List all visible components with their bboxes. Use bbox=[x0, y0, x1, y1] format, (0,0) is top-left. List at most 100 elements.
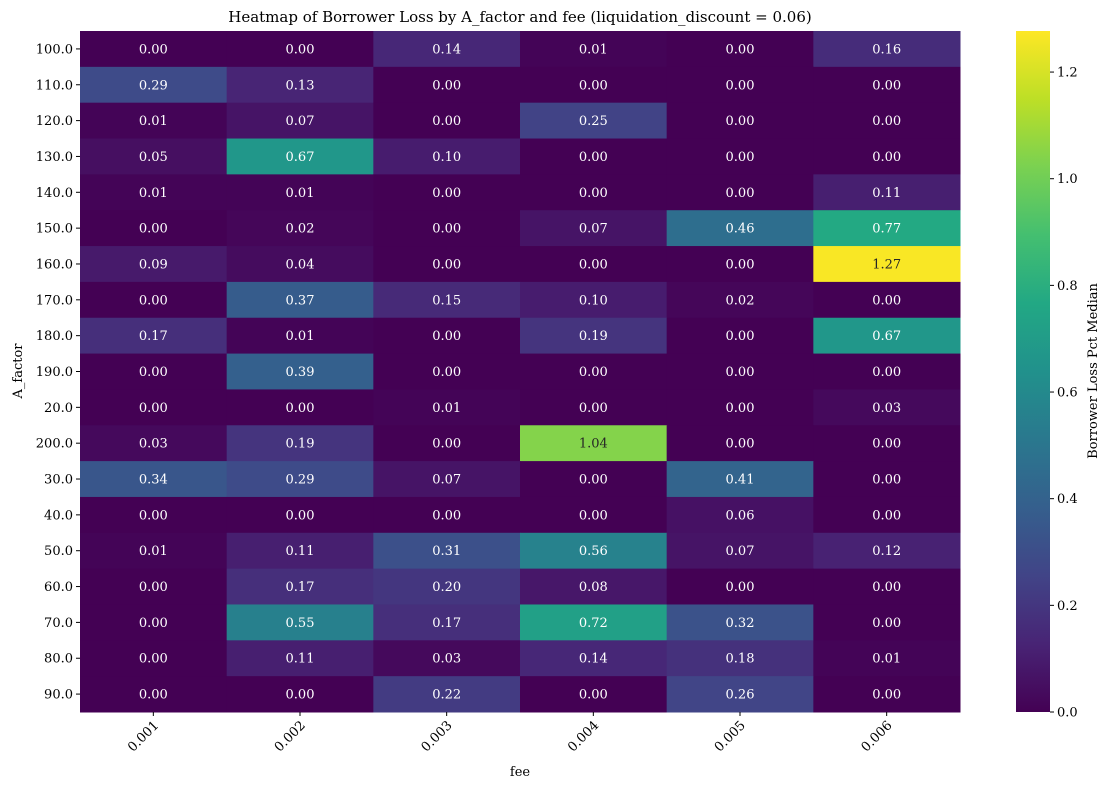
heatmap-cell bbox=[520, 138, 668, 175]
cell-value-label: 0.19 bbox=[286, 437, 315, 452]
heatmap-cell bbox=[226, 461, 374, 498]
cell-value-label: 0.05 bbox=[139, 150, 168, 165]
y-tick-label: 40.0 bbox=[44, 508, 73, 523]
cell-value-label: 0.77 bbox=[872, 222, 901, 237]
cell-value-label: 0.00 bbox=[579, 473, 608, 488]
heatmap-cell bbox=[813, 31, 961, 68]
cell-value-label: 0.00 bbox=[579, 257, 608, 272]
cell-value-label: 0.67 bbox=[286, 150, 315, 165]
heatmap-cell bbox=[226, 496, 374, 534]
cell-value-label: 0.11 bbox=[286, 652, 315, 667]
heatmap-cell bbox=[813, 102, 961, 140]
cell-value-label: 0.00 bbox=[872, 508, 901, 523]
cell-value-label: 0.14 bbox=[432, 42, 461, 57]
cell-value-label: 0.04 bbox=[286, 257, 315, 272]
cell-value-label: 1.27 bbox=[872, 257, 901, 272]
cell-value-label: 0.37 bbox=[286, 293, 315, 308]
cell-value-label: 0.00 bbox=[872, 78, 901, 93]
x-tick-label: 0.002 bbox=[272, 718, 309, 755]
heatmap-cell bbox=[226, 568, 374, 605]
heatmap-cell bbox=[813, 66, 961, 104]
cell-value-label: 0.67 bbox=[872, 329, 901, 344]
cell-value-label: 0.00 bbox=[726, 150, 755, 165]
heatmap-cell bbox=[80, 31, 228, 68]
heatmap-cell bbox=[80, 676, 228, 713]
heatmap-cell bbox=[373, 281, 521, 319]
heatmap-cell bbox=[520, 210, 668, 247]
cell-value-label: 0.00 bbox=[726, 114, 755, 129]
y-tick-label: 150.0 bbox=[36, 222, 73, 237]
heatmap-cell bbox=[813, 353, 961, 390]
y-tick-label: 120.0 bbox=[36, 114, 73, 129]
heatmap-cell bbox=[80, 425, 228, 462]
heatmap-cell bbox=[813, 604, 961, 641]
heatmap-cell bbox=[226, 66, 374, 104]
heatmap-cell bbox=[80, 604, 228, 641]
heatmap-cell bbox=[373, 246, 521, 283]
heatmap-cell bbox=[520, 496, 668, 534]
cell-value-label: 0.17 bbox=[139, 329, 168, 344]
cell-value-label: 0.00 bbox=[579, 186, 608, 201]
cell-value-label: 0.06 bbox=[726, 508, 755, 523]
cell-value-label: 0.00 bbox=[579, 401, 608, 416]
heatmap-cells: 0.00 0.00 0.14 0.01 0.00 0.16 0.29 0.13 0.00 0.00… bbox=[80, 31, 961, 713]
heatmap-cell bbox=[813, 246, 961, 283]
heatmap-cell bbox=[813, 461, 961, 498]
heatmap-cell bbox=[666, 317, 814, 355]
heatmap-cell bbox=[813, 640, 961, 677]
colorbar-tick-label: 0.6 bbox=[1057, 386, 1078, 401]
heatmap-cell bbox=[666, 496, 814, 534]
colorbar-tick-label: 0.4 bbox=[1057, 492, 1078, 507]
heatmap-cell bbox=[80, 102, 228, 140]
y-tick-label: 20.0 bbox=[44, 401, 73, 416]
cell-value-label: 0.00 bbox=[432, 78, 461, 93]
heatmap-cell bbox=[666, 532, 814, 570]
heatmap-cell bbox=[520, 461, 668, 498]
cell-value-label: 0.00 bbox=[726, 186, 755, 201]
cell-value-label: 0.55 bbox=[286, 616, 315, 631]
cell-value-label: 0.17 bbox=[432, 616, 461, 631]
cell-value-label: 0.00 bbox=[579, 150, 608, 165]
cell-value-label: 0.00 bbox=[872, 437, 901, 452]
cell-value-label: 0.00 bbox=[139, 365, 168, 380]
heatmap-cell bbox=[666, 568, 814, 605]
cell-value-label: 0.12 bbox=[872, 544, 901, 559]
heatmap-cell bbox=[226, 353, 374, 390]
heatmap-cell bbox=[666, 604, 814, 641]
cell-value-label: 0.01 bbox=[872, 652, 901, 667]
cell-value-label: 0.11 bbox=[872, 186, 901, 201]
heatmap-cell bbox=[666, 138, 814, 175]
x-tick-label: 0.004 bbox=[565, 718, 602, 755]
colorbar-label: Borrower Loss Pct Median bbox=[1086, 283, 1101, 459]
heatmap-cell bbox=[226, 246, 374, 283]
heatmap-cell bbox=[226, 281, 374, 319]
cell-value-label: 0.00 bbox=[872, 580, 901, 595]
cell-value-label: 0.00 bbox=[872, 114, 901, 129]
heatmap-cell bbox=[813, 676, 961, 713]
heatmap-cell bbox=[80, 317, 228, 355]
heatmap-cell bbox=[373, 210, 521, 247]
heatmap-cell bbox=[373, 604, 521, 641]
cell-value-label: 0.39 bbox=[286, 365, 315, 380]
cell-value-label: 0.00 bbox=[726, 42, 755, 57]
heatmap-cell bbox=[666, 174, 814, 211]
heatmap-cell bbox=[813, 281, 961, 319]
heatmap-cell bbox=[226, 640, 374, 677]
heatmap-cell bbox=[80, 66, 228, 104]
cell-value-label: 0.72 bbox=[579, 616, 608, 631]
cell-value-label: 0.02 bbox=[726, 293, 755, 308]
cell-value-label: 0.00 bbox=[286, 401, 315, 416]
heatmap-cell bbox=[520, 246, 668, 283]
y-tick-label: 160.0 bbox=[36, 257, 73, 272]
cell-value-label: 0.00 bbox=[432, 257, 461, 272]
heatmap-cell bbox=[813, 389, 961, 426]
cell-value-label: 0.01 bbox=[432, 401, 461, 416]
heatmap-cell bbox=[520, 389, 668, 426]
heatmap-cell bbox=[373, 31, 521, 68]
heatmap-cell bbox=[80, 496, 228, 534]
cell-value-label: 0.00 bbox=[726, 365, 755, 380]
y-tick-label: 130.0 bbox=[36, 150, 73, 165]
cell-value-label: 0.00 bbox=[432, 508, 461, 523]
y-tick-label: 60.0 bbox=[44, 580, 73, 595]
heatmap-cell bbox=[520, 676, 668, 713]
